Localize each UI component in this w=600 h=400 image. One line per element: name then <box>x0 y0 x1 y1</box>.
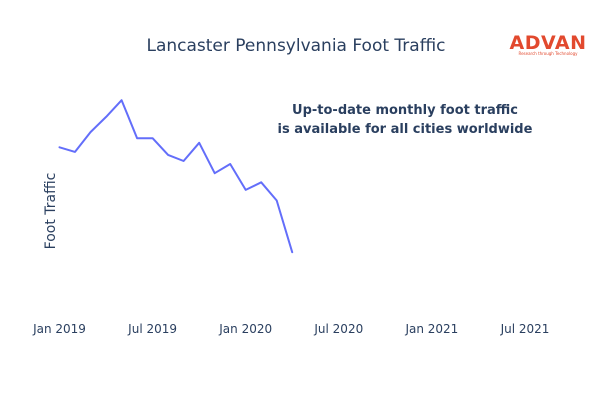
series-layer <box>58 99 294 254</box>
x-axis-ticks: Jan 2019 Jul 2019 Jan 2020 Jul 2020 Jan 2021… <box>32 322 549 336</box>
y-axis-label: Foot Traffic <box>43 173 59 250</box>
x-tick-label: Jan 2020 <box>218 322 272 336</box>
logo-tagline: Research through Technology <box>518 51 578 56</box>
x-tick-label: Jul 2019 <box>127 322 177 336</box>
chart-title: Lancaster Pennsylvania Foot Traffic <box>146 36 445 56</box>
advan-logo: ADVAN Research through Technology <box>510 32 587 56</box>
x-tick-label: Jan 2019 <box>32 322 86 336</box>
annotation-line-2: is available for all cities worldwide <box>278 122 533 137</box>
series-line <box>58 99 294 254</box>
annotation-line-1: Up-to-date monthly foot traffic <box>292 103 518 118</box>
x-tick-label: Jul 2020 <box>313 322 363 336</box>
logo-wordmark: ADVAN <box>510 32 587 54</box>
x-tick-label: Jan 2021 <box>404 322 458 336</box>
x-tick-label: Jul 2021 <box>500 322 550 336</box>
chart-annotation: Up-to-date monthly foot traffic is avail… <box>278 103 533 137</box>
